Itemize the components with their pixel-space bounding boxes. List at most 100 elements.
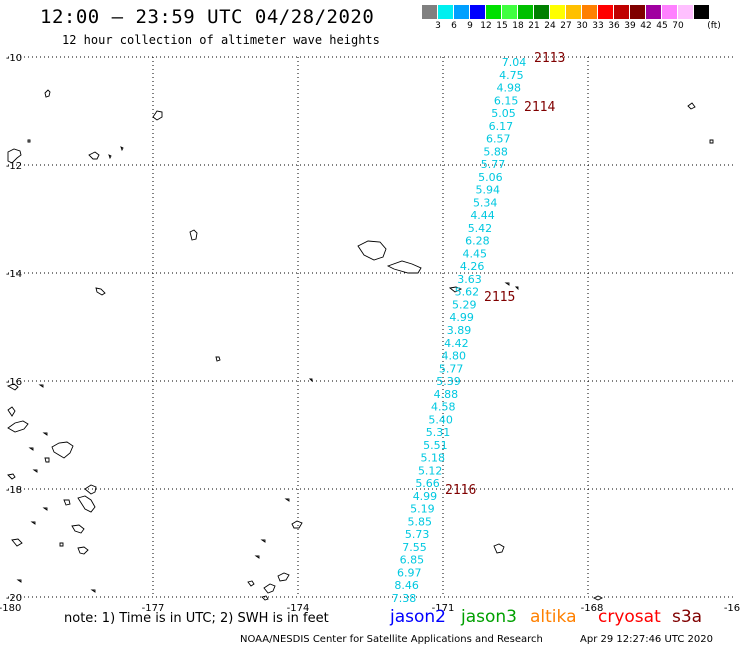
color-scale-label: 6 bbox=[451, 21, 457, 31]
island-outline bbox=[308, 378, 313, 383]
color-scale-label: 33 bbox=[592, 21, 604, 31]
island-outline bbox=[514, 286, 519, 291]
graticule bbox=[8, 56, 735, 598]
credit-text: NOAA/NESDIS Center for Satellite Applica… bbox=[240, 634, 543, 645]
color-scale-label: 70 bbox=[672, 21, 684, 31]
wave-height-value: 5.51 bbox=[423, 439, 448, 452]
wave-height-value: 5.39 bbox=[436, 375, 461, 388]
wave-height-value: 5.05 bbox=[491, 107, 516, 120]
island-outline bbox=[51, 441, 74, 459]
generated-timestamp: Apr 29 12:27:46 UTC 2020 bbox=[580, 634, 713, 645]
wave-height-value: 5.42 bbox=[468, 222, 493, 235]
color-scale-label: 21 bbox=[528, 21, 540, 31]
island-outline bbox=[493, 543, 505, 554]
color-scale-label: 12 bbox=[480, 21, 492, 31]
color-swatch bbox=[566, 5, 582, 19]
axis-tick-labels: -180 -177 -174 -171 -168 -16 -10 -12 -14 -16 -18 -2… bbox=[0, 53, 740, 614]
wave-height-value: 4.42 bbox=[444, 337, 469, 350]
longitude-tick-label: -16 bbox=[724, 603, 740, 614]
wave-height-value: 6.85 bbox=[400, 554, 425, 567]
wave-height-value: 5.85 bbox=[407, 515, 432, 528]
color-swatch bbox=[438, 5, 454, 19]
color-scale-label: 27 bbox=[560, 21, 572, 31]
wave-height-value: 6.17 bbox=[489, 120, 514, 133]
pass-number-label: 2116 bbox=[445, 483, 476, 498]
island-outline bbox=[277, 572, 290, 582]
wave-height-value: 5.40 bbox=[428, 413, 453, 426]
color-swatch bbox=[518, 5, 534, 19]
color-scale-label: 3 bbox=[435, 21, 441, 31]
color-scale-label: 45 bbox=[656, 21, 668, 31]
island-outline bbox=[38, 384, 44, 388]
latitude-tick-label: -18 bbox=[6, 485, 22, 496]
island-outline bbox=[30, 521, 36, 525]
wave-height-value: 5.06 bbox=[478, 171, 503, 184]
wave-height-value: 7.55 bbox=[402, 541, 427, 554]
island-outline bbox=[215, 356, 221, 362]
island-outline bbox=[120, 146, 124, 152]
wave-height-value: 4.98 bbox=[497, 82, 522, 95]
island-outline bbox=[32, 469, 38, 473]
longitude-tick-label: -180 bbox=[0, 603, 21, 614]
wave-height-value: 4.45 bbox=[462, 247, 487, 260]
wave-height-value: 5.73 bbox=[405, 528, 430, 541]
island-outline bbox=[357, 240, 387, 261]
island-outline bbox=[28, 447, 34, 451]
color-scale-label: 9 bbox=[467, 21, 473, 31]
island-outline bbox=[7, 406, 16, 417]
island-outline bbox=[261, 595, 269, 601]
color-scale-unit: (ft) bbox=[707, 21, 721, 31]
latitude-tick-label: -20 bbox=[6, 593, 22, 604]
island-outline bbox=[84, 484, 97, 495]
island-outline bbox=[11, 538, 23, 547]
color-scale-swatches bbox=[422, 5, 710, 19]
island-outline bbox=[152, 110, 163, 121]
island-outline bbox=[27, 139, 31, 143]
island-outline bbox=[63, 499, 71, 506]
island-outline bbox=[504, 282, 510, 286]
latitude-tick-label: -16 bbox=[6, 377, 22, 388]
latitude-tick-label: -10 bbox=[6, 53, 22, 64]
wave-height-value: 5.12 bbox=[418, 464, 443, 477]
wave-height-value: 4.58 bbox=[431, 401, 456, 414]
color-scale: 3 6 9 12 15 18 21 24 27 30 33 36 39 42 45 70 (ft) bbox=[422, 5, 721, 33]
color-swatch bbox=[646, 5, 662, 19]
wave-height-value: 6.28 bbox=[465, 235, 490, 248]
color-swatch bbox=[662, 5, 678, 19]
wave-height-value: 4.26 bbox=[460, 260, 485, 273]
pass-number-label: 2114 bbox=[524, 100, 555, 115]
page-subtitle: 12 hour collection of altimeter wave hei… bbox=[62, 33, 380, 47]
island-outline bbox=[189, 229, 198, 241]
island-outline bbox=[88, 151, 100, 160]
longitude-tick-label: -168 bbox=[581, 603, 604, 614]
color-scale-label: 24 bbox=[544, 21, 556, 31]
color-scale-label: 30 bbox=[576, 21, 588, 31]
color-swatch bbox=[502, 5, 518, 19]
wave-height-value: 5.62 bbox=[455, 286, 480, 299]
color-swatch bbox=[550, 5, 566, 19]
page-title: 12:00 – 23:59 UTC 04/28/2020 bbox=[40, 6, 375, 28]
island-outline bbox=[687, 102, 696, 110]
wave-height-value: 8.46 bbox=[394, 579, 419, 592]
wave-height-value: 5.66 bbox=[415, 477, 440, 490]
island-outline bbox=[448, 286, 463, 293]
color-swatch bbox=[694, 5, 710, 19]
wave-height-value: 5.77 bbox=[439, 362, 464, 375]
wave-height-value: 4.88 bbox=[434, 388, 459, 401]
island-outline bbox=[263, 583, 276, 594]
legend-item-jason3: jason3 bbox=[461, 607, 517, 627]
island-outline bbox=[95, 287, 106, 296]
wave-height-value: 5.34 bbox=[473, 196, 498, 209]
island-outline bbox=[709, 139, 714, 144]
color-swatch bbox=[454, 5, 470, 19]
pass-number-label: 2113 bbox=[534, 51, 565, 66]
island-outline bbox=[592, 595, 604, 601]
island-outline bbox=[71, 524, 85, 534]
wave-height-value: 5.19 bbox=[410, 503, 435, 516]
wave-height-value: 6.57 bbox=[486, 133, 511, 146]
island-outline bbox=[7, 420, 29, 433]
island-outline bbox=[77, 495, 96, 513]
wave-height-value: 5.31 bbox=[426, 426, 451, 439]
color-swatch bbox=[582, 5, 598, 19]
island-outline bbox=[260, 539, 266, 543]
